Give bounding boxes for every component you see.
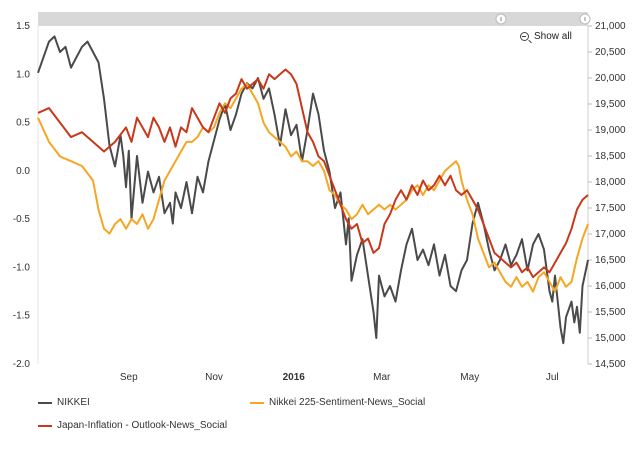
y-left-tick-label: -0.5 (13, 214, 31, 225)
y-right-tick-label: 17,500 (595, 203, 626, 214)
y-left-tick-label: 0.5 (16, 118, 30, 129)
x-tick-label: Nov (205, 372, 223, 383)
legend-swatch (38, 424, 52, 427)
legend-item-japan-inflation[interactable]: Japan-Inflation - Outlook-News_Social (38, 420, 227, 431)
plot-area (38, 12, 588, 364)
navigator-bar[interactable] (38, 12, 588, 26)
series-layer (37, 35, 589, 345)
legend-swatch (38, 401, 52, 404)
legend-label: Japan-Inflation - Outlook-News_Social (57, 420, 228, 431)
show-all-label: Show all (534, 31, 572, 42)
y-left-tick-label: -1.0 (13, 262, 31, 273)
series-line-0[interactable] (37, 35, 589, 345)
navigator-handle-left[interactable] (495, 13, 507, 25)
y-right-tick-label: 18,500 (595, 151, 626, 162)
y-right-tick-label: 19,000 (595, 125, 626, 136)
x-tick-label: 2016 (283, 372, 306, 383)
y-left-axis: -2.0 -1.5 -1.0 -0.5 0.0 0.5 1.0 1.5 (13, 21, 31, 370)
x-tick-label: May (460, 372, 479, 383)
legend-item-nikkei[interactable]: NIKKEI (38, 397, 90, 408)
y-right-tick-label: 16,000 (595, 281, 626, 292)
zoom-out-icon (520, 32, 529, 41)
legend-item-nikkei-sentiment[interactable]: Nikkei 225-Sentiment-News_Social (250, 397, 425, 408)
y-left-tick-label: -2.0 (13, 359, 31, 370)
y-left-tick-label: -1.5 (13, 311, 31, 322)
legend-label: Nikkei 225-Sentiment-News_Social (269, 397, 426, 408)
legend-swatch (250, 401, 264, 404)
y-right-tick-label: 14,500 (595, 359, 626, 370)
y-left-tick-label: 1.5 (16, 21, 30, 32)
y-right-tick-label: 15,000 (595, 333, 626, 344)
y-right-tick-label: 19,500 (595, 99, 626, 110)
y-right-tick-label: 16,500 (595, 255, 626, 266)
navigator-handle-right[interactable] (579, 13, 591, 25)
y-right-tick-label: 21,000 (595, 21, 626, 32)
x-tick-label: Mar (373, 372, 391, 383)
y-right-tick-label: 20,500 (595, 47, 626, 58)
series-line-1[interactable] (37, 82, 589, 293)
x-tick-label: Sep (120, 372, 138, 383)
y-left-tick-label: 0.0 (16, 166, 30, 177)
series-line-2[interactable] (37, 68, 589, 279)
x-tick-label: Jul (546, 372, 559, 383)
legend-label: NIKKEI (57, 397, 90, 408)
y-right-tick-label: 15,500 (595, 307, 626, 318)
y-right-tick-label: 18,000 (595, 177, 626, 188)
x-axis: Sep Nov 2016 Mar May Jul (120, 372, 559, 383)
y-right-tick-label: 17,000 (595, 229, 626, 240)
y-right-tick-label: 20,000 (595, 73, 626, 84)
y-right-axis: 14,500 15,000 15,500 16,000 16,500 17,000 17,5… (588, 21, 626, 370)
show-all-button[interactable]: Show all (520, 31, 572, 42)
y-left-tick-label: 1.0 (16, 69, 30, 80)
